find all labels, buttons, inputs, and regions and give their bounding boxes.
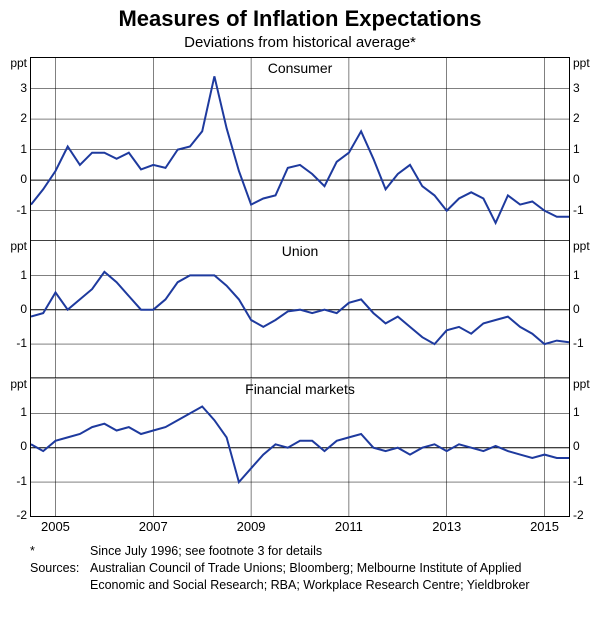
chart-panel: Financial marketspptppt-2-101-2-101 bbox=[31, 379, 569, 516]
footnote-marker: * bbox=[30, 543, 90, 560]
y-unit-left: ppt bbox=[10, 239, 31, 253]
panel-title: Financial markets bbox=[31, 381, 569, 397]
y-tick-right: 0 bbox=[569, 439, 580, 453]
x-tick-label: 2005 bbox=[41, 519, 70, 534]
panel-svg bbox=[31, 241, 569, 378]
y-tick-left: -2 bbox=[16, 508, 31, 522]
y-tick-right: -1 bbox=[569, 474, 584, 488]
y-tick-left: 0 bbox=[20, 302, 31, 316]
y-unit-left: ppt bbox=[10, 377, 31, 391]
y-tick-right: 0 bbox=[569, 172, 580, 186]
panel-svg bbox=[31, 58, 569, 241]
y-tick-left: -1 bbox=[16, 474, 31, 488]
footnote-block: * Since July 1996; see footnote 3 for de… bbox=[30, 543, 570, 594]
y-tick-left: -1 bbox=[16, 336, 31, 350]
x-tick-label: 2015 bbox=[530, 519, 559, 534]
y-tick-right: 1 bbox=[569, 142, 580, 156]
y-tick-right: 1 bbox=[569, 405, 580, 419]
y-unit-right: ppt bbox=[569, 239, 590, 253]
chart-container: Measures of Inflation Expectations Devia… bbox=[0, 6, 600, 626]
sources-text: Australian Council of Trade Unions; Bloo… bbox=[90, 560, 570, 594]
chart-panel: Unionpptppt-101-101 bbox=[31, 241, 569, 378]
sources-label: Sources: bbox=[30, 560, 90, 594]
y-tick-left: -1 bbox=[16, 203, 31, 217]
y-unit-right: ppt bbox=[569, 56, 590, 70]
y-unit-right: ppt bbox=[569, 377, 590, 391]
chart-panel: Consumerpptppt-10123-10123 bbox=[31, 58, 569, 241]
y-tick-right: 1 bbox=[569, 268, 580, 282]
y-tick-left: 1 bbox=[20, 142, 31, 156]
y-tick-left: 1 bbox=[20, 268, 31, 282]
y-tick-left: 0 bbox=[20, 172, 31, 186]
y-tick-right: 0 bbox=[569, 302, 580, 316]
plot-area: Consumerpptppt-10123-10123Unionpptppt-10… bbox=[30, 57, 570, 517]
x-tick-label: 2007 bbox=[139, 519, 168, 534]
panel-title: Consumer bbox=[31, 60, 569, 76]
panel-title: Union bbox=[31, 243, 569, 259]
y-tick-right: -2 bbox=[569, 508, 584, 522]
x-axis-labels: 2005 2007 2009 2011 2013 2015 bbox=[30, 519, 570, 535]
x-tick-label: 2009 bbox=[237, 519, 266, 534]
series-line bbox=[31, 272, 569, 344]
footnote-row: * Since July 1996; see footnote 3 for de… bbox=[30, 543, 570, 560]
y-unit-left: ppt bbox=[10, 56, 31, 70]
y-tick-right: 3 bbox=[569, 81, 580, 95]
footnote-text: Since July 1996; see footnote 3 for deta… bbox=[90, 543, 570, 560]
y-tick-right: -1 bbox=[569, 203, 584, 217]
y-tick-left: 3 bbox=[20, 81, 31, 95]
y-tick-left: 0 bbox=[20, 439, 31, 453]
y-tick-right: -1 bbox=[569, 336, 584, 350]
y-tick-left: 1 bbox=[20, 405, 31, 419]
y-tick-right: 2 bbox=[569, 111, 580, 125]
y-tick-left: 2 bbox=[20, 111, 31, 125]
panel-svg bbox=[31, 379, 569, 516]
chart-title: Measures of Inflation Expectations bbox=[0, 6, 600, 32]
sources-row: Sources: Australian Council of Trade Uni… bbox=[30, 560, 570, 594]
x-tick-label: 2013 bbox=[432, 519, 461, 534]
series-line bbox=[31, 406, 569, 482]
chart-subtitle: Deviations from historical average* bbox=[0, 34, 600, 51]
x-tick-label: 2011 bbox=[335, 519, 363, 534]
